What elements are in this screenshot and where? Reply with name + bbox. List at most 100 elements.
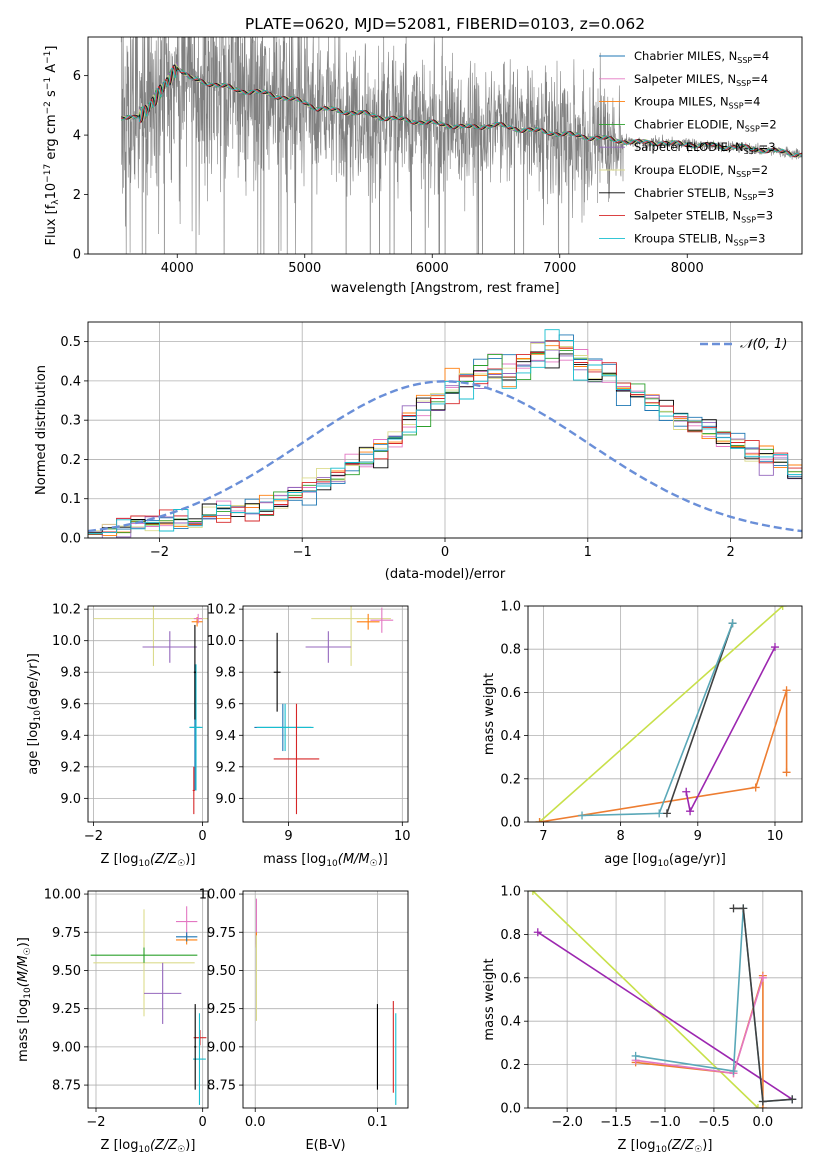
- mass-weight-line: [539, 606, 784, 822]
- weight_vs_age-plot-area: [535, 606, 791, 822]
- label-part: s: [44, 90, 59, 101]
- label-part: 10: [326, 859, 338, 869]
- legend-value: =2: [751, 163, 768, 177]
- legend-subscript: SSP: [737, 56, 752, 65]
- x-tick-label: −1.5: [600, 1115, 632, 1130]
- x-tick-label: 9: [284, 829, 292, 844]
- label-part: (age/yr)]: [26, 653, 41, 710]
- x-tick-label: 0: [441, 545, 449, 560]
- x-tick-label: −2: [84, 829, 103, 844]
- label-part: −1: [43, 77, 53, 90]
- legend-subscript: SSP: [742, 193, 757, 202]
- mass-weight-marker: [729, 1067, 738, 1076]
- label-part: −2: [43, 101, 53, 114]
- label-part: 10: [33, 710, 43, 722]
- y-tick-label: 0.1: [60, 492, 81, 507]
- figure-title: PLATE=0620, MJD=52081, FIBERID=0103, z=0…: [245, 15, 645, 33]
- label-part: )]: [185, 852, 195, 867]
- label-part: −17: [43, 164, 53, 183]
- x-tick-label: 10: [767, 829, 784, 844]
- age_vs_Z-axes: −2 09.09.29.49.69.810.010.2Z [log10(Z/Z☉)…: [26, 603, 209, 869]
- x-tick-label: 0.0: [753, 1115, 774, 1130]
- label-part: ☉: [370, 859, 378, 869]
- y-tick-label: 0.0: [60, 532, 81, 547]
- y-tick-label: 8.75: [207, 1079, 236, 1094]
- label-part: )]: [185, 1138, 195, 1153]
- mass-weight-marker: [662, 809, 671, 818]
- legend-entry: Kroupa MILES, NSSP=4: [634, 95, 760, 111]
- mass-weight-line: [537, 931, 793, 1100]
- y-tick-label: 10.00: [44, 888, 81, 903]
- label-part: 10: [44, 183, 59, 200]
- y-tick-label: 9.2: [215, 760, 236, 775]
- mass-weight-marker: [686, 807, 695, 816]
- legend-subscript: SSP: [741, 216, 756, 225]
- residuals-x-label: (data-model)/error: [385, 567, 506, 582]
- y-tick-label: 0.2: [500, 772, 521, 787]
- legend-text: Chabrier ELODIE, N: [634, 117, 745, 131]
- label-part: Z [log: [101, 1138, 139, 1153]
- mass-weight-marker: [729, 904, 738, 913]
- label-part: Normed distribution: [34, 365, 49, 495]
- y-tick-label: 0.2: [500, 1058, 521, 1073]
- label-part: −1: [43, 51, 53, 64]
- mass_vs_ebv-axes: 0.0 0.1 8.75 9.00 9.25 9.50 9.75 10.00 E(B-V): [199, 888, 409, 1153]
- y-tick-label: 8.75: [52, 1079, 81, 1094]
- weight-vs-age-y-label: mass weight: [482, 673, 497, 755]
- mass_vs_Z-plot-area: [90, 906, 207, 1105]
- x-tick-label: 9: [694, 829, 702, 844]
- y-tick-label: 9.6: [60, 697, 81, 712]
- y-tick-label: 10.2: [207, 603, 236, 618]
- y-tick-label: 9.2: [60, 760, 81, 775]
- x-tick-label: 0.0: [245, 1115, 266, 1130]
- legend-entry: Chabrier ELODIE, NSSP=2: [634, 117, 777, 133]
- y-tick-label: 0.8: [500, 643, 521, 658]
- mass-weight-marker: [739, 904, 748, 913]
- mass-weight-line: [733, 907, 793, 1103]
- y-tick-label: 0.4: [500, 729, 521, 744]
- y-tick-label: 9.0: [60, 792, 81, 807]
- legend-value: =4: [752, 49, 769, 63]
- label-part: age [log: [26, 722, 41, 775]
- y-tick-label: 0.0: [500, 1102, 521, 1117]
- mass-weight-marker: [758, 1097, 767, 1106]
- legend-text: Salpeter MILES, N: [634, 72, 736, 86]
- label-part: )]: [378, 852, 388, 867]
- y-tick-label: 9.25: [52, 1002, 81, 1017]
- legend-value: =3: [756, 209, 773, 223]
- mass_vs_ebv-frame: [242, 890, 409, 1109]
- legend-text: Salpeter ELODIE, N: [634, 140, 744, 154]
- x-tick-label: 0.1: [367, 1115, 388, 1130]
- mass-weight-line: [581, 623, 734, 817]
- mass-vs-z-x-label: Z [log10(Z/Z☉)]: [101, 1138, 196, 1155]
- x-tick-label: −2: [150, 545, 169, 560]
- y-tick-label: 9.8: [215, 666, 236, 681]
- y-tick-label: 0: [73, 248, 81, 263]
- label-part: Z [log: [618, 1138, 656, 1153]
- label-part: erg cm: [44, 114, 59, 163]
- mass-weight-marker: [682, 787, 691, 796]
- mass-weight-marker: [578, 811, 587, 820]
- label-part: Z [log: [101, 852, 139, 867]
- mass-weight-marker: [728, 619, 737, 628]
- mass-weight-marker: [528, 891, 537, 895]
- residuals-plot-area: [88, 329, 802, 538]
- weight_vs_Z-axes: −2.0 −1.5 −1.0 −0.5 0.0 0.0 0.2 0.4 0.6 0.8 1.0 Z […: [482, 885, 803, 1155]
- mass_vs_ebv-plot-area: [255, 898, 397, 1105]
- mass-weight-marker: [758, 973, 767, 982]
- label-part: (M/M: [16, 955, 31, 987]
- legend-entry: Salpeter MILES, NSSP=4: [634, 72, 768, 88]
- label-part: (Z/Z: [667, 1138, 695, 1153]
- age-vs-z-x-label: Z [log10(Z/Z☉)]: [101, 852, 196, 869]
- model-spectrum-line: [120, 61, 802, 158]
- y-tick-label: 9.8: [60, 666, 81, 681]
- legend-text: Kroupa ELODIE, N: [634, 163, 736, 177]
- mass-weight-line: [532, 891, 759, 1108]
- age_vs_mass-frame: [242, 605, 409, 823]
- legend-entry: Chabrier MILES, NSSP=4: [634, 49, 769, 65]
- y-tick-label: 9.50: [52, 964, 81, 979]
- weight-vs-age-x-label: age [log10(age/yr)]: [604, 852, 726, 869]
- x-tick-label: −2: [86, 1115, 105, 1130]
